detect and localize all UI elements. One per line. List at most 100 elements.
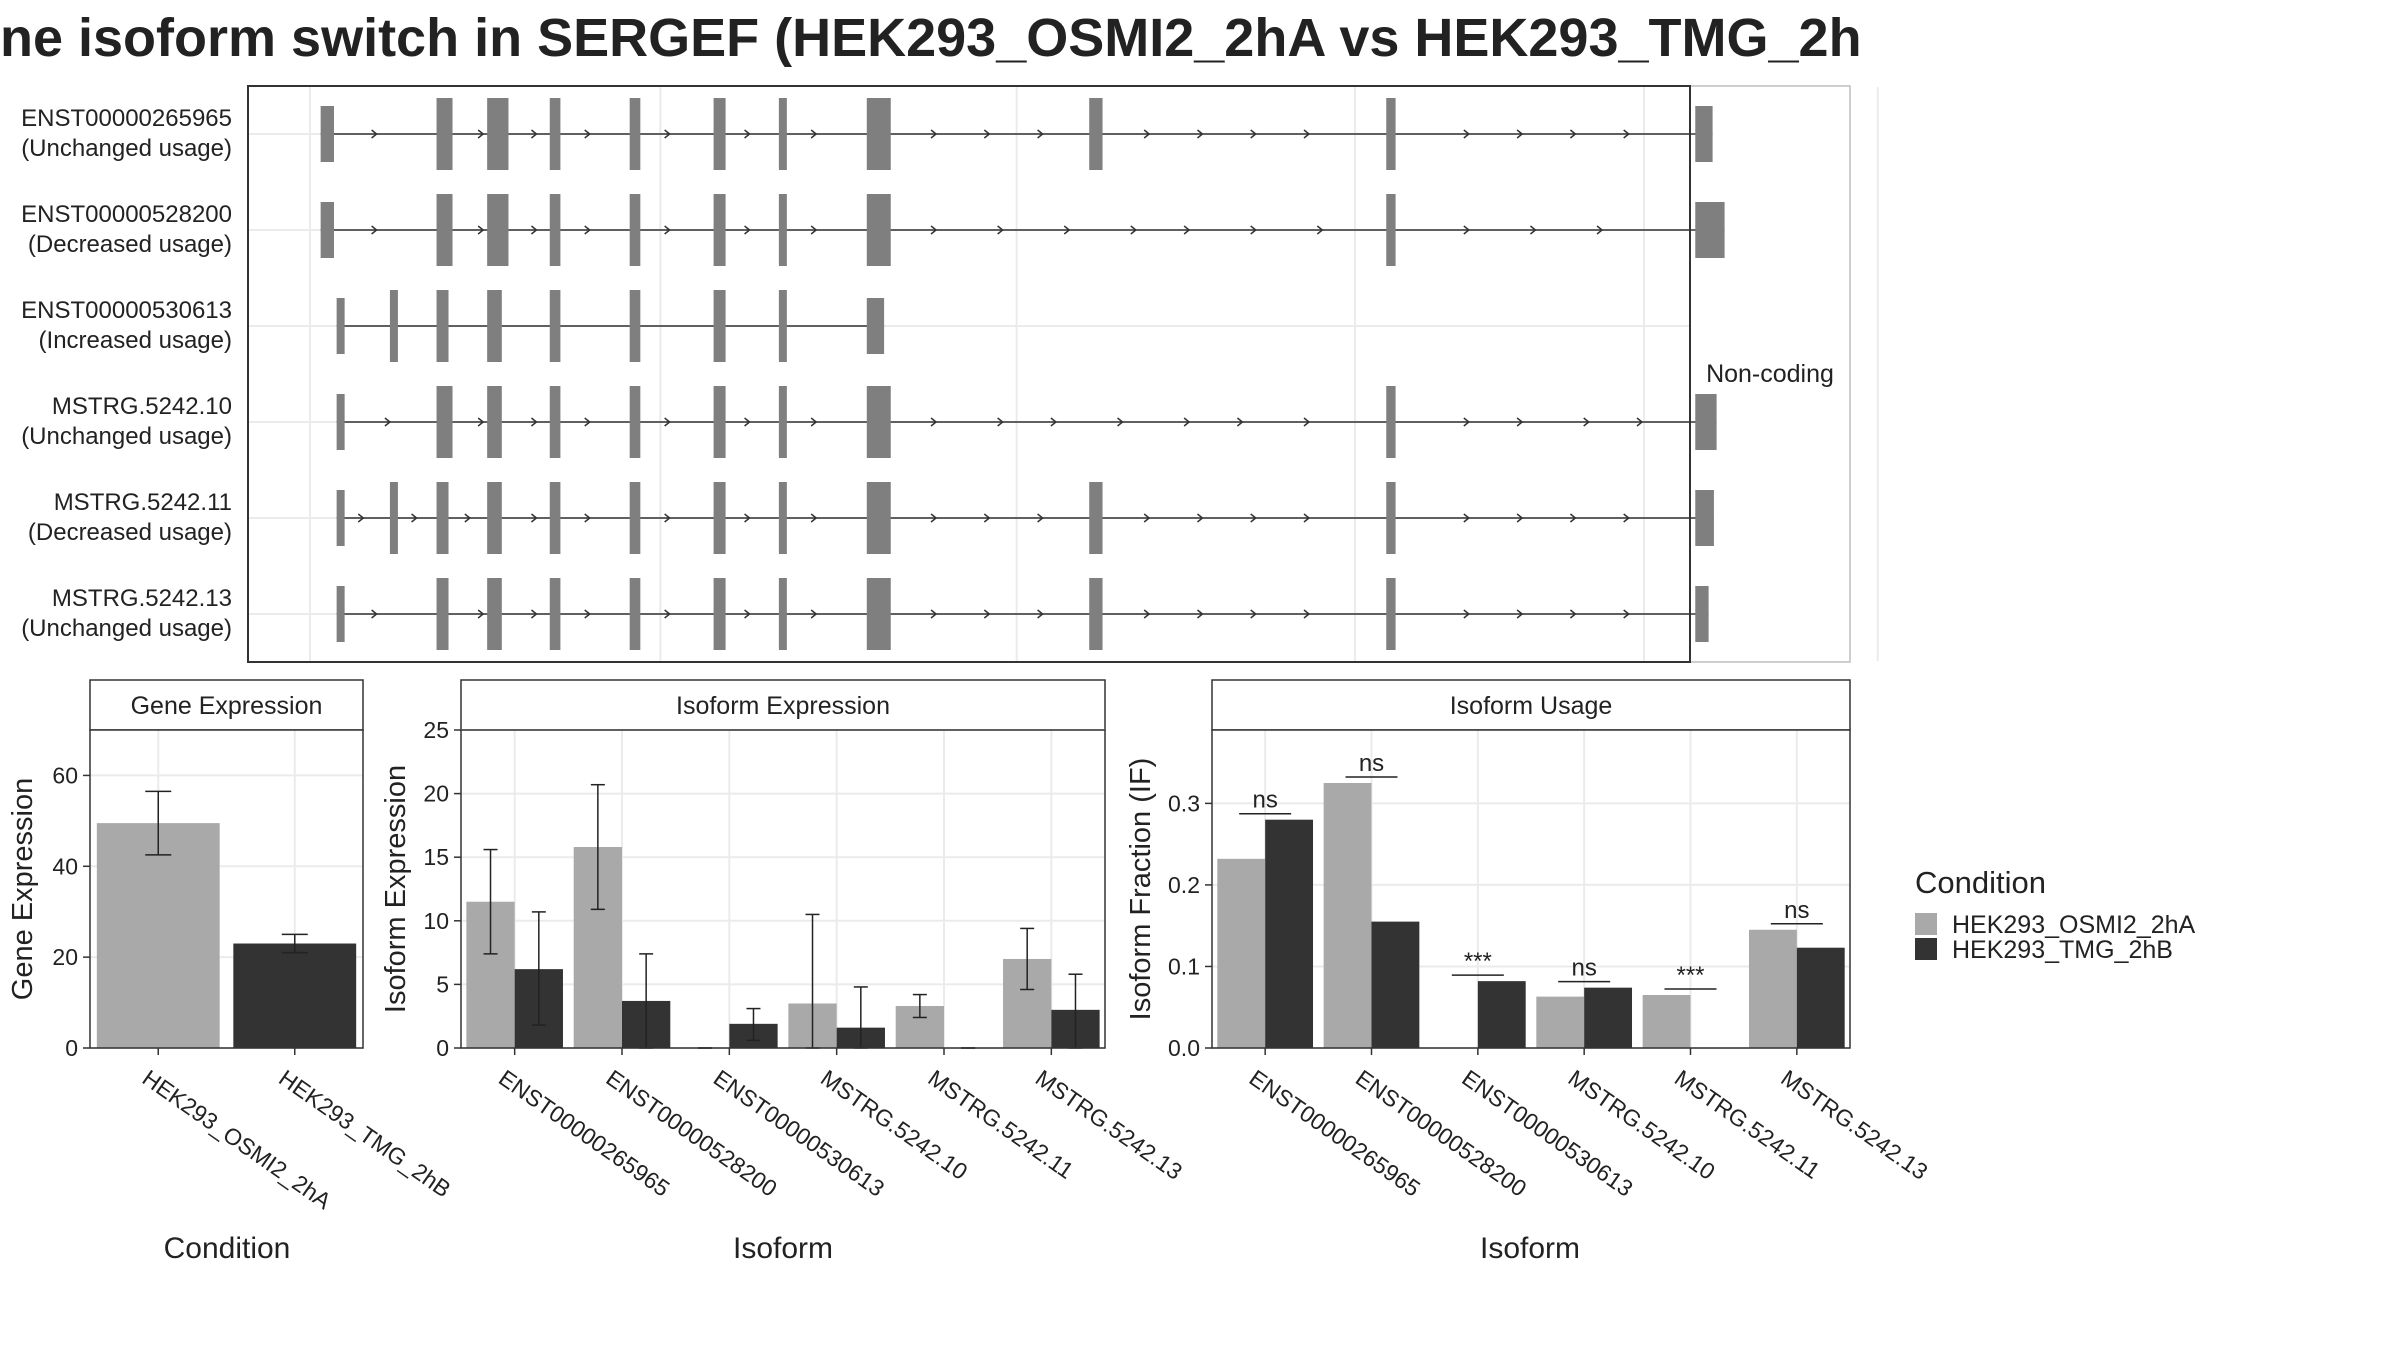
y-tick-label: 0.1 [1168, 953, 1200, 979]
intron-arrow [930, 225, 938, 235]
exon-block [549, 482, 561, 554]
intron-arrow [1636, 417, 1644, 427]
legend-swatch-osmi [1915, 913, 1937, 935]
y-tick-label: 0 [436, 1035, 449, 1061]
chart-title: ne isoform switch in SERGEF (HEK293_OSMI… [0, 8, 1862, 68]
exon-block [336, 586, 345, 642]
intron-arrow [530, 513, 538, 523]
x-tick-label: ENST00000530613 [709, 1065, 889, 1202]
transcript-id-label: MSTRG.5242.13 [52, 585, 232, 612]
intron-arrow [530, 129, 538, 139]
intron-arrow [1303, 129, 1311, 139]
exon-block [487, 194, 509, 266]
panel-strip [460, 679, 1106, 731]
intron-arrow [1063, 225, 1071, 235]
exon-block [1386, 578, 1396, 650]
y-axis-label: Isoform Expression [380, 765, 412, 1013]
intron-arrow [477, 225, 485, 235]
exon-block [778, 482, 787, 554]
exon-block [436, 194, 453, 266]
exon-block [336, 298, 345, 354]
bar [1265, 819, 1314, 1048]
intron-arrow [1196, 513, 1204, 523]
y-tick-label: 20 [423, 781, 449, 807]
transcript-usage-label: (Unchanged usage) [21, 615, 232, 642]
x-axis-label: Condition [164, 1232, 291, 1265]
intron-arrow [411, 513, 418, 523]
intron-arrow [371, 129, 378, 139]
significance-label: *** [1464, 948, 1492, 975]
bar [233, 943, 357, 1048]
transcript-id-label: MSTRG.5242.10 [52, 393, 232, 420]
exon-block [1695, 106, 1713, 162]
intron-arrow [384, 417, 392, 427]
intron-arrow [744, 513, 751, 523]
y-tick-label: 0.2 [1168, 872, 1200, 898]
bar [1584, 987, 1633, 1048]
exon-block [389, 482, 398, 554]
exon-block [778, 98, 787, 170]
intron-arrow [530, 225, 538, 235]
intron-arrow [744, 609, 751, 619]
transcript-usage-label: (Decreased usage) [28, 231, 232, 258]
intron-arrow [664, 225, 671, 235]
y-axis-label: Gene Expression [7, 778, 39, 1000]
transcript-id-label: ENST00000530613 [21, 297, 232, 324]
intron-arrow [1463, 129, 1471, 139]
exon-block [1695, 586, 1709, 642]
intron-arrow [1183, 417, 1191, 427]
intron-arrow [371, 609, 378, 619]
significance-label: ns [1359, 750, 1384, 777]
exon-block [389, 290, 398, 362]
y-tick-label: 15 [423, 844, 449, 870]
exon-block [336, 394, 345, 450]
exon-block [336, 490, 345, 546]
exon-block [713, 386, 726, 458]
intron-arrow [1516, 609, 1524, 619]
transcript-id-label: ENST00000265965 [21, 105, 232, 132]
exon-block [487, 290, 502, 362]
x-tick-label: ENST00000265965 [494, 1065, 674, 1202]
exon-block [629, 482, 641, 554]
intron-arrow [1463, 513, 1471, 523]
intron-arrow [530, 609, 538, 619]
intron-arrow [584, 417, 591, 427]
intron-arrow [1529, 225, 1537, 235]
exon-block [778, 578, 787, 650]
exon-block [713, 290, 726, 362]
panel-title: Isoform Usage [1450, 692, 1613, 720]
intron-arrow [584, 513, 591, 523]
intron-arrow [997, 225, 1004, 235]
facet-label: Non-coding [1706, 360, 1834, 388]
y-tick-label: 0 [65, 1035, 78, 1061]
transcript-structure-panel: Non-coding ENST00000265965 (Unchanged usag… [21, 85, 1879, 663]
exon-block [1089, 482, 1103, 554]
bar [1748, 929, 1797, 1048]
intron-arrow [584, 129, 591, 139]
exon-block [629, 194, 641, 266]
exon-block [713, 98, 726, 170]
intron-arrow [1130, 225, 1138, 235]
exon-block [1695, 490, 1714, 546]
exon-block [713, 578, 726, 650]
exon-block [866, 482, 891, 554]
exon-block [629, 578, 641, 650]
exon-block [778, 194, 787, 266]
panel-background [461, 730, 1105, 1048]
transcript-usage-label: (Unchanged usage) [21, 135, 232, 162]
exon-block [713, 482, 726, 554]
exon-block [549, 98, 561, 170]
intron-arrow [930, 609, 938, 619]
intron-arrow [1250, 609, 1257, 619]
exon-block [1386, 386, 1396, 458]
bar [1796, 947, 1845, 1048]
intron-arrow [1516, 513, 1524, 523]
y-tick-label: 60 [52, 762, 78, 788]
exon-block [549, 290, 561, 362]
panel-border [89, 729, 364, 1049]
bar [1217, 858, 1266, 1048]
bar [1536, 996, 1585, 1048]
intron-arrow [1569, 609, 1577, 619]
exon-block [1386, 482, 1396, 554]
